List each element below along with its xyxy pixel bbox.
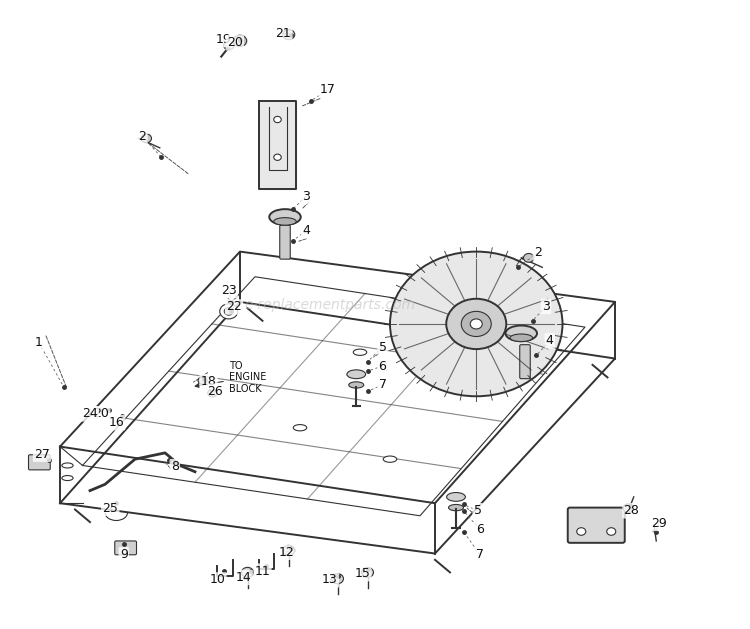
Circle shape — [233, 35, 247, 47]
Text: 7: 7 — [476, 548, 484, 561]
FancyBboxPatch shape — [28, 455, 50, 470]
Text: 5: 5 — [379, 341, 386, 353]
Ellipse shape — [269, 209, 301, 225]
Ellipse shape — [62, 463, 74, 468]
Ellipse shape — [383, 456, 397, 462]
Circle shape — [577, 528, 586, 535]
Ellipse shape — [443, 374, 457, 381]
Text: 18: 18 — [200, 376, 217, 388]
Text: 19: 19 — [216, 33, 231, 46]
Text: 25: 25 — [102, 502, 118, 515]
Text: 3: 3 — [302, 190, 310, 203]
Circle shape — [362, 567, 374, 577]
FancyBboxPatch shape — [568, 508, 625, 543]
Ellipse shape — [346, 370, 366, 379]
Ellipse shape — [448, 504, 464, 511]
Circle shape — [390, 252, 562, 396]
Text: TO
ENGINE
BLOCK: TO ENGINE BLOCK — [195, 361, 266, 394]
Text: 7: 7 — [379, 379, 386, 391]
Circle shape — [524, 253, 534, 262]
Text: 21: 21 — [276, 27, 291, 40]
Text: e-replacementparts.com: e-replacementparts.com — [244, 298, 416, 312]
Text: 2: 2 — [534, 247, 542, 259]
Text: 14: 14 — [236, 571, 251, 584]
Circle shape — [461, 311, 491, 337]
Text: 22: 22 — [226, 301, 242, 313]
Circle shape — [198, 377, 207, 384]
Circle shape — [623, 504, 634, 513]
Text: 29: 29 — [650, 517, 666, 530]
Text: 26: 26 — [207, 385, 223, 398]
Circle shape — [607, 528, 616, 535]
Circle shape — [283, 30, 295, 40]
Text: 17: 17 — [320, 84, 336, 96]
Text: 16: 16 — [108, 416, 124, 429]
Text: 9: 9 — [120, 548, 128, 561]
Text: 15: 15 — [354, 567, 370, 580]
Circle shape — [208, 389, 217, 397]
Text: 24: 24 — [82, 408, 98, 420]
Text: 13: 13 — [322, 574, 338, 586]
Text: 27: 27 — [34, 448, 50, 460]
Ellipse shape — [506, 326, 537, 341]
Text: 20: 20 — [226, 36, 243, 49]
Text: 28: 28 — [623, 504, 640, 517]
Circle shape — [470, 319, 482, 329]
FancyBboxPatch shape — [115, 541, 136, 555]
Text: 1: 1 — [35, 337, 43, 349]
Text: 12: 12 — [279, 546, 294, 559]
Text: 8: 8 — [171, 460, 178, 473]
Ellipse shape — [353, 349, 367, 355]
Text: 10: 10 — [209, 574, 226, 586]
Ellipse shape — [293, 425, 307, 431]
Text: 2: 2 — [139, 130, 146, 143]
FancyBboxPatch shape — [520, 345, 530, 379]
Circle shape — [283, 545, 295, 555]
Polygon shape — [259, 101, 296, 189]
Ellipse shape — [447, 493, 465, 501]
Text: 5: 5 — [474, 504, 482, 517]
Circle shape — [141, 134, 152, 143]
Text: 20: 20 — [93, 408, 110, 420]
Text: 11: 11 — [254, 565, 270, 577]
Ellipse shape — [349, 382, 364, 388]
Circle shape — [446, 299, 506, 349]
Circle shape — [220, 304, 238, 319]
FancyBboxPatch shape — [280, 225, 290, 259]
Circle shape — [224, 41, 234, 50]
Circle shape — [274, 154, 281, 160]
Text: 3: 3 — [542, 300, 550, 313]
Text: 6: 6 — [476, 523, 484, 536]
Circle shape — [224, 308, 233, 315]
Circle shape — [274, 116, 281, 123]
Circle shape — [242, 567, 254, 577]
Ellipse shape — [62, 476, 74, 481]
Text: 4: 4 — [302, 225, 310, 237]
Ellipse shape — [274, 218, 296, 225]
Ellipse shape — [510, 334, 532, 342]
Text: 6: 6 — [379, 360, 386, 372]
Text: 23: 23 — [220, 284, 237, 297]
Text: 4: 4 — [546, 335, 554, 347]
Circle shape — [332, 574, 344, 584]
